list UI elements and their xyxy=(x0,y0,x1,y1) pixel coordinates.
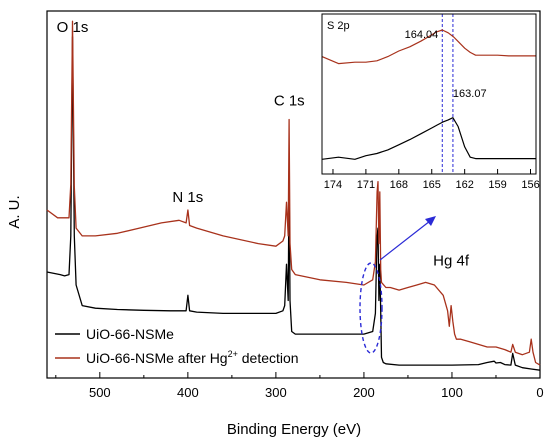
inset-x-tick-label: 165 xyxy=(423,179,441,191)
x-tick-label: 0 xyxy=(536,385,543,400)
main-series-group xyxy=(46,20,541,371)
x-tick-label: 400 xyxy=(177,385,199,400)
inset-x-axis: 174 171 168 165 162 159 156 xyxy=(324,169,540,191)
inset-x-tick-label: 174 xyxy=(324,179,342,191)
x-tick-label: 500 xyxy=(89,385,111,400)
inset-peak-annotation: 163.07 xyxy=(453,88,487,100)
inset-x-tick-label: 168 xyxy=(390,179,408,191)
inset-title: S 2p xyxy=(327,20,350,32)
peak-label: Hg 4f xyxy=(433,253,470,270)
legend-label-1: UiO-66-NSMe xyxy=(86,326,174,342)
inset-series-line-2 xyxy=(321,117,536,160)
peak-label: N 1s xyxy=(172,189,203,206)
x-tick-label: 100 xyxy=(441,385,463,400)
legend-label-2-tail: detection xyxy=(238,350,299,366)
inset-frame xyxy=(321,13,537,175)
peak-label: O 1s xyxy=(57,19,89,36)
highlight-arrow-head xyxy=(425,216,436,226)
main-series-line-1 xyxy=(46,36,541,371)
highlight-ellipse xyxy=(359,262,383,354)
y-axis-title: A. U. xyxy=(6,195,23,228)
legend: UiO-66-NSMe UiO-66-NSMe after Hg2+ detec… xyxy=(55,326,299,366)
highlight-arrow-line xyxy=(379,220,431,261)
inset-x-tick-label: 171 xyxy=(357,179,375,191)
main-plot-frame xyxy=(46,10,541,379)
inset-background xyxy=(322,14,536,174)
legend-label-2-sup: 2+ xyxy=(228,349,238,359)
inset-series-line-1 xyxy=(321,29,536,65)
x-tick-label: 300 xyxy=(265,385,287,400)
x-axis-title: Binding Energy (eV) xyxy=(227,421,361,438)
peak-label: C 1s xyxy=(274,93,305,110)
legend-label-2-main: UiO-66-NSMe after Hg xyxy=(86,350,228,366)
inset-x-tick-label: 156 xyxy=(521,179,539,191)
inset-plot: 164.04 163.07 xyxy=(321,14,536,174)
main-x-axis: 500 400 300 200 100 0 xyxy=(55,372,544,400)
x-tick-label: 200 xyxy=(353,385,375,400)
inset-x-tick-label: 159 xyxy=(488,179,506,191)
inset-peak-annotation: 164.04 xyxy=(405,29,439,41)
inset-x-tick-label: 162 xyxy=(455,179,473,191)
legend-label-2: UiO-66-NSMe after Hg2+ detection xyxy=(86,349,299,366)
main-series-line-2 xyxy=(46,20,541,366)
